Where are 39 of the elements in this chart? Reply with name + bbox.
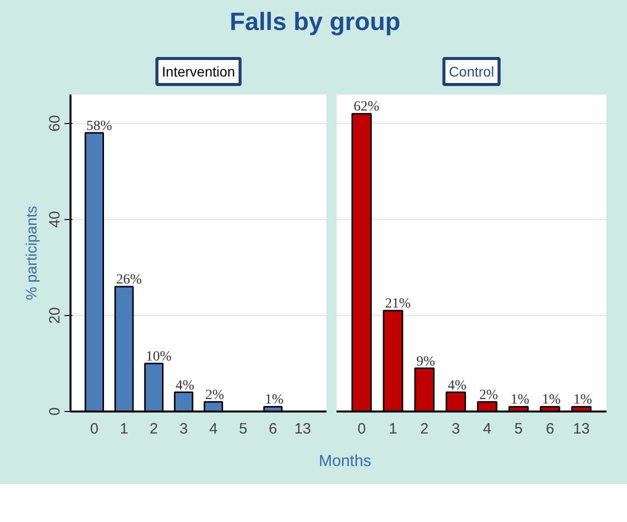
data-label: 4%	[448, 378, 467, 394]
y-tick-label: 40	[46, 211, 64, 228]
chart-subtitle: Intervention	[162, 64, 236, 80]
data-label: 9%	[416, 354, 436, 370]
x-tick-label: 5	[514, 420, 523, 438]
chart-title: Falls by group	[230, 7, 400, 38]
y-tick-label: 0	[46, 407, 64, 416]
data-label: 2%	[479, 388, 498, 403]
x-tick-label: 3	[179, 420, 188, 438]
x-tick-label: 2	[420, 420, 429, 438]
x-tick-label: 4	[483, 420, 492, 438]
data-label: 1%	[542, 392, 561, 408]
x-tick-label: 3	[452, 420, 460, 438]
x-tick-label: 4	[209, 420, 218, 438]
data-label: 1%	[264, 392, 284, 408]
y-tick-label: 20	[46, 307, 64, 324]
data-label: 21%	[385, 296, 412, 312]
chart-subtitle: Control	[448, 64, 494, 80]
x-tick-label: 6	[268, 420, 278, 438]
data-label: 2%	[205, 388, 224, 403]
data-label: 10%	[146, 349, 172, 364]
x-tick-label: 1	[388, 420, 398, 438]
data-label: 1%	[573, 392, 592, 408]
x-axis-title: Months	[318, 452, 372, 472]
x-tick-label: 13	[573, 420, 590, 438]
x-tick-label: 5	[238, 420, 248, 438]
x-tick-label: 0	[90, 420, 98, 438]
x-tick-label: 0	[357, 420, 366, 438]
data-label: 62%	[354, 100, 380, 115]
x-tick-label: 6	[546, 420, 554, 438]
x-tick-label: 1	[120, 420, 128, 438]
x-tick-label: 13	[294, 420, 312, 438]
y-axis-title: % participants	[24, 206, 40, 300]
data-label: 58%	[86, 118, 112, 134]
x-tick-label: 2	[150, 420, 158, 438]
data-label: 26%	[116, 272, 142, 288]
y-tick-label: 60	[46, 114, 64, 132]
data-label: 4%	[176, 378, 195, 394]
data-label: 1%	[510, 392, 530, 408]
